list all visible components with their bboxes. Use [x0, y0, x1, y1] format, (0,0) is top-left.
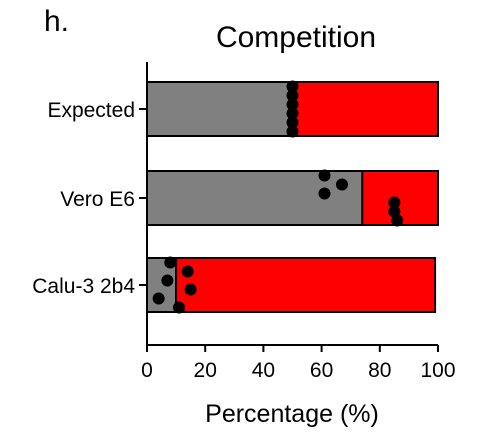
category-label: Expected: [47, 99, 135, 122]
replicate-point: [286, 107, 299, 120]
replicate-point: [318, 187, 331, 200]
replicate-point: [335, 178, 348, 191]
bar-segment-0-0: [146, 81, 291, 137]
replicate-point: [286, 116, 299, 129]
replicate-point: [388, 205, 401, 218]
chart-title: Competition: [216, 21, 376, 54]
bar-segment-2-1: [175, 257, 437, 313]
x-tick-label: 20: [194, 359, 217, 382]
bar-segment-0-1: [288, 81, 439, 137]
bar-segment-1-0: [146, 170, 364, 226]
x-tick-label: 100: [420, 359, 455, 382]
replicate-point: [152, 292, 165, 305]
x-tick-label: 0: [141, 359, 153, 382]
replicate-point: [181, 265, 194, 278]
replicate-point: [286, 98, 299, 111]
x-axis-label: Percentage (%): [205, 400, 379, 428]
replicate-point: [391, 214, 404, 227]
panel-label: h.: [44, 5, 69, 38]
x-tick-label: 80: [368, 359, 391, 382]
x-tick-label: 40: [252, 359, 275, 382]
replicate-point: [173, 301, 186, 314]
replicate-point: [164, 256, 177, 269]
axes-layer: Expected Vero E6 Calu-3 2b4 0 20 40 60 80 100: [32, 62, 456, 382]
replicate-point: [318, 169, 331, 182]
x-tick-label: 60: [310, 359, 333, 382]
category-label: Calu-3 2b4: [32, 275, 135, 298]
points-layer: [152, 80, 404, 314]
replicate-point: [184, 283, 197, 296]
category-label: Vero E6: [60, 188, 135, 211]
replicate-point: [286, 89, 299, 102]
replicate-point: [161, 274, 174, 287]
replicate-point: [286, 80, 299, 93]
replicate-point: [388, 196, 401, 209]
replicate-point: [286, 125, 299, 138]
